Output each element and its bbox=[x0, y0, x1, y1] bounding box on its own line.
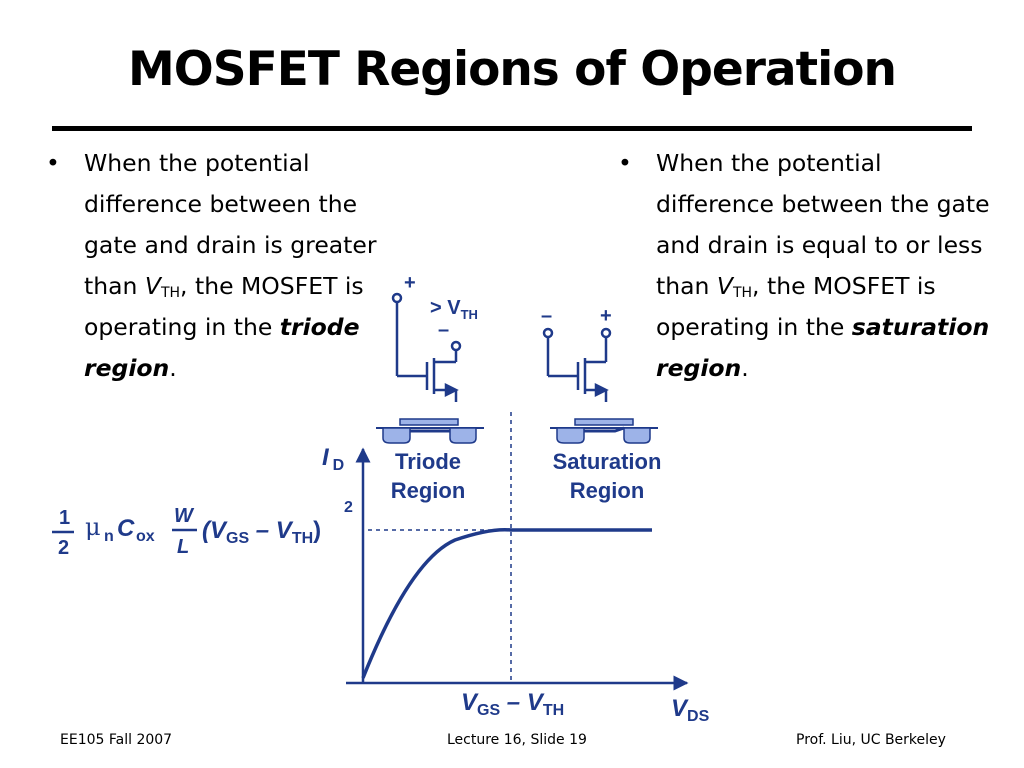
triode-circuit-diagram bbox=[391, 292, 462, 402]
triode-condition-label: > VTH bbox=[430, 297, 478, 322]
triode-plus-sign: + bbox=[404, 272, 416, 294]
bullet-triode: • When the potential difference between … bbox=[46, 143, 384, 389]
triode-condition: > V bbox=[430, 297, 461, 319]
bullet-text-lead: When the potential difference between th… bbox=[656, 149, 990, 300]
triode-minus-sign: – bbox=[438, 319, 449, 341]
vth-subscript: TH bbox=[160, 285, 181, 301]
saturation-label-line2: Region bbox=[570, 478, 645, 503]
saturation-minus-sign: – bbox=[541, 305, 552, 327]
vth-subscript: TH bbox=[732, 285, 753, 301]
y-axis-sub: D bbox=[333, 457, 345, 474]
equation-body: (VGS – VTH) bbox=[202, 517, 321, 547]
source-arrow-icon bbox=[444, 382, 459, 398]
footer-course: EE105 Fall 2007 bbox=[60, 732, 173, 748]
equation-exponent: 2 bbox=[344, 499, 353, 516]
title-underline bbox=[52, 126, 972, 131]
bullet-term-triode: triode region bbox=[84, 313, 360, 382]
equation-gs: GS bbox=[226, 530, 249, 547]
bullet-text-mid: , the MOSFET is operating in the bbox=[84, 272, 364, 341]
x-axis-sub: DS bbox=[687, 708, 710, 725]
bullet-text-end: . bbox=[741, 354, 749, 382]
y-axis-symbol: I bbox=[322, 444, 330, 471]
triode-condition-sub: TH bbox=[461, 307, 478, 322]
marker-v1: V bbox=[461, 689, 479, 716]
equation-close: ) bbox=[313, 517, 321, 544]
drain-terminal bbox=[600, 327, 612, 339]
x-axis-symbol: V bbox=[671, 695, 689, 722]
equation-fraction-denominator: 2 bbox=[58, 537, 69, 559]
equation-w: W bbox=[174, 505, 195, 527]
saturation-current-equation: 1 2 μ n C ox W L (VGS – VTH) 2 bbox=[52, 499, 353, 559]
drain-terminal bbox=[450, 340, 462, 352]
saturation-cross-section-icon bbox=[550, 418, 658, 444]
saturation-label-line1: Saturation bbox=[553, 449, 662, 474]
vth-symbol: V bbox=[144, 272, 161, 300]
x-axis-label: VDS bbox=[671, 695, 710, 725]
bullet-marker: • bbox=[618, 149, 632, 177]
bullet-saturation: • When the potential difference between … bbox=[618, 143, 1001, 389]
equation-c: C bbox=[117, 515, 135, 542]
equation-c-sub: ox bbox=[136, 528, 155, 545]
equation-mu: μ bbox=[85, 513, 101, 541]
bullet-text-mid: , the MOSFET is operating in the bbox=[656, 272, 936, 341]
source-arrow-icon bbox=[594, 382, 609, 398]
equation-th: TH bbox=[292, 530, 313, 547]
slide-title: MOSFET Regions of Operation bbox=[128, 42, 897, 97]
gate-terminal bbox=[542, 327, 554, 339]
marker-minus-v: – V bbox=[500, 689, 545, 716]
bullet-marker: • bbox=[46, 149, 60, 177]
footer-slide-number: Lecture 16, Slide 19 bbox=[447, 732, 587, 748]
saturation-plus-sign: + bbox=[600, 305, 612, 327]
equation-l: L bbox=[177, 536, 189, 558]
equation-open: (V bbox=[202, 517, 228, 544]
vgs-minus-vth-label: VGS – VTH bbox=[461, 689, 564, 719]
equation-fraction-numerator: 1 bbox=[59, 507, 70, 529]
equation-mu-sub: n bbox=[104, 528, 114, 545]
triode-cross-section-icon bbox=[376, 418, 484, 444]
marker-sub-th: TH bbox=[543, 702, 564, 719]
equation-minus-v: – V bbox=[249, 517, 294, 544]
triode-label-line1: Triode bbox=[395, 449, 461, 474]
gate-terminal bbox=[391, 292, 403, 304]
bullet-text-lead: When the potential difference between th… bbox=[84, 149, 377, 300]
marker-sub-gs: GS bbox=[477, 702, 500, 719]
vth-symbol: V bbox=[716, 272, 733, 300]
footer-author: Prof. Liu, UC Berkeley bbox=[796, 732, 946, 748]
id-vds-curve bbox=[361, 527, 652, 679]
triode-label-line2: Region bbox=[391, 478, 466, 503]
bullet-term-saturation: saturation region bbox=[656, 313, 990, 382]
bullet-text-end: . bbox=[169, 354, 177, 382]
saturation-circuit-diagram bbox=[542, 327, 612, 402]
